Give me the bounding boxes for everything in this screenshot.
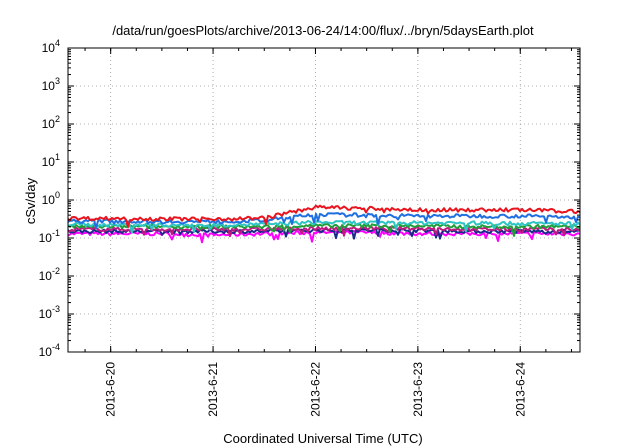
y-tick-base: 10 bbox=[39, 231, 53, 245]
y-tick-base: 10 bbox=[42, 155, 56, 169]
y-tick-label: 10-1 bbox=[39, 228, 60, 245]
y-tick-label: 103 bbox=[42, 76, 60, 93]
x-tick-label: 2013-6-22 bbox=[308, 362, 322, 417]
y-tick-base: 10 bbox=[39, 307, 53, 321]
y-tick-label: 10-2 bbox=[39, 266, 60, 283]
series-line bbox=[67, 219, 581, 234]
y-tick-label: 10-4 bbox=[39, 342, 60, 359]
y-tick-exp: 2 bbox=[55, 114, 60, 124]
y-tick-base: 10 bbox=[42, 117, 56, 131]
y-tick-exp: 0 bbox=[55, 190, 60, 200]
x-tick-label: 2013-6-24 bbox=[513, 362, 527, 417]
series-line bbox=[67, 225, 581, 238]
y-tick-label: 101 bbox=[42, 152, 60, 169]
y-tick-base: 10 bbox=[39, 345, 53, 359]
y-tick-exp: 3 bbox=[55, 76, 60, 86]
series-line bbox=[67, 204, 581, 228]
y-tick-label: 10-3 bbox=[39, 304, 60, 321]
tick-marks bbox=[68, 47, 580, 353]
y-tick-exp: 4 bbox=[55, 38, 60, 48]
x-tick-labels: 2013-6-20 2013-6-21 2013-6-22 2013-6-23 2013… bbox=[104, 362, 528, 417]
grid bbox=[68, 48, 580, 352]
y-tick-label: 104 bbox=[42, 38, 60, 55]
y-tick-exp: -1 bbox=[52, 228, 60, 238]
series-line bbox=[67, 229, 581, 244]
y-tick-exp: 1 bbox=[55, 152, 60, 162]
y-tick-base: 10 bbox=[39, 269, 53, 283]
y-tick-exp: -2 bbox=[52, 266, 60, 276]
y-tick-base: 10 bbox=[42, 193, 56, 207]
y-tick-label: 100 bbox=[42, 190, 60, 207]
series-group bbox=[67, 204, 581, 244]
x-axis-label: Coordinated Universal Time (UTC) bbox=[223, 431, 422, 446]
y-axis-label: cSv/day bbox=[23, 177, 38, 224]
y-tick-base: 10 bbox=[42, 79, 56, 93]
y-tick-exp: -3 bbox=[52, 304, 60, 314]
chart-title: /data/run/goesPlots/archive/2013-06-24/1… bbox=[112, 23, 534, 38]
x-tick-label: 2013-6-21 bbox=[206, 362, 220, 417]
y-tick-base: 10 bbox=[42, 41, 56, 55]
y-tick-label: 102 bbox=[42, 114, 60, 131]
x-tick-label: 2013-6-23 bbox=[411, 362, 425, 417]
y-tick-exp: -4 bbox=[52, 342, 60, 352]
x-tick-label: 2013-6-20 bbox=[104, 362, 118, 417]
series-line bbox=[67, 212, 581, 230]
